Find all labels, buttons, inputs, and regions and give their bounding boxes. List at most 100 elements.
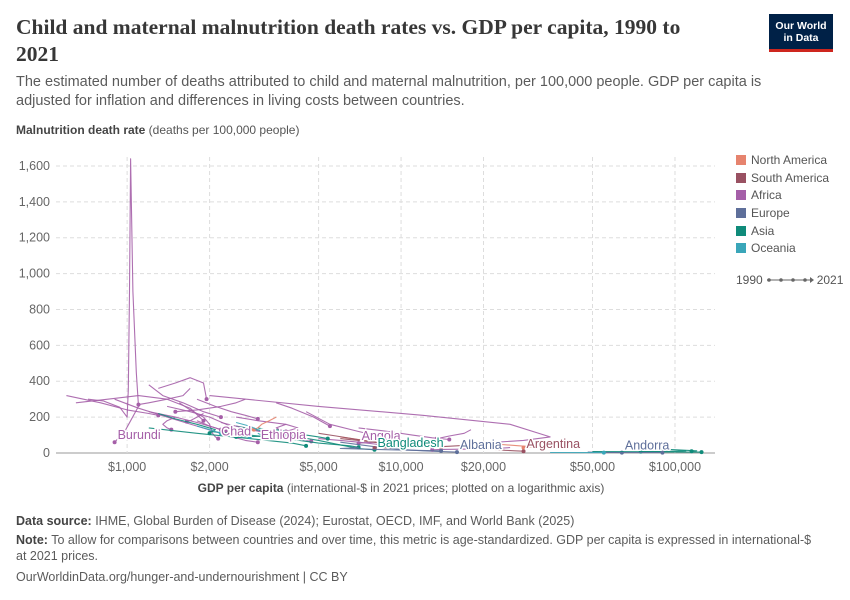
x-tick-label: $10,000 [378,460,423,474]
series-endpoint-vanuatu[interactable] [270,436,275,441]
series-endpoint-niger[interactable] [201,418,206,423]
series-line-mali[interactable] [166,405,237,432]
x-tick-label: $1,000 [108,460,146,474]
y-axis-title-bold: Malnutrition death rate [16,123,146,137]
series-line-botswana[interactable] [358,427,450,441]
series-line-central-african-republic[interactable] [158,377,208,400]
series-line-papua-new-guinea[interactable] [235,421,283,436]
legend-swatch [736,225,746,236]
series-endpoint-chad[interactable] [216,436,221,441]
x-tick-label: $20,000 [461,460,506,474]
series-endpoint-myanmar[interactable] [304,443,309,448]
logo-line-2: in Data [783,32,819,44]
series-line-somalia[interactable] [138,388,191,406]
series-label-argentina: Argentina [527,437,581,451]
series-label-bangladesh: Bangladesh [378,436,444,450]
series-endpoint-south-sudan[interactable] [173,409,178,414]
y-tick-label: 1,600 [19,159,50,173]
y-tick-label: 0 [43,446,50,460]
series-line-eritrea[interactable] [186,413,204,423]
series-endpoint-singapore[interactable] [699,450,704,455]
series-endpoint-central-african-republic[interactable] [204,397,209,402]
y-tick-label: 400 [29,374,50,388]
series-endpoint-botswana[interactable] [447,437,452,442]
series-endpoint-trinidad-and-tobago[interactable] [521,445,526,450]
legend-label: North America [751,152,828,167]
series-line-burkina-faso[interactable] [148,411,227,433]
note-label: Note: [16,533,48,547]
series-label-burundi: Burundi [118,428,161,442]
series-label-andorra: Andorra [625,439,670,453]
series-endpoint-albania[interactable] [454,450,459,455]
series-line-kiribati[interactable] [196,425,222,434]
timeline-legend[interactable]: 1990 2021 [736,273,843,287]
legend-item-north-america[interactable]: North America [736,151,829,169]
y-tick-label: 1,200 [19,231,50,245]
legend-label: South America [751,170,830,185]
footer-url[interactable]: OurWorldinData.org/hunger-and-undernouri… [16,570,348,584]
data-source: Data source: IHME, Global Burden of Dise… [16,513,574,529]
series-endpoint-argentina[interactable] [521,449,526,454]
series-line-nigeria[interactable] [276,402,331,427]
series-endpoint-burundi[interactable] [112,440,117,445]
series-label-ethiopia: Ethiopia [261,428,306,442]
legend-label: Africa [751,188,782,203]
series-line-vanuatu[interactable] [257,432,273,440]
series-line-moldova[interactable] [339,447,442,452]
series-line-mozambique[interactable] [66,395,159,416]
legend-label: Europe [751,205,790,220]
series-line-haiti[interactable] [253,416,277,431]
series-endpoint-somalia[interactable] [136,402,141,407]
x-tick-label: $5,000 [299,460,337,474]
legend: North America South America Africa Europe As… [736,151,829,257]
series-line-guinea[interactable] [196,398,258,420]
chart-subtitle: The estimated number of deaths attribute… [16,74,762,109]
series-endpoint-ethiopia[interactable] [255,440,260,445]
series-line-sierra-leone[interactable] [148,384,222,418]
series-line-qatar[interactable] [648,447,698,452]
legend-item-europe[interactable]: Europe [736,204,829,222]
legend-item-asia[interactable]: Asia [736,222,829,240]
owid-logo[interactable]: Our World in Data [769,14,833,52]
series-line-pakistan[interactable] [276,429,328,440]
series-line-burundi[interactable] [87,158,140,443]
legend-item-oceania[interactable]: Oceania [736,239,829,257]
series-line-equatorial-guinea[interactable] [209,395,551,444]
series-line-chad[interactable] [178,402,219,440]
legend-swatch [736,243,746,254]
series-label-albania: Albania [460,438,502,452]
series-endpoint-cameroon[interactable] [298,434,303,439]
series-endpoint-sierra-leone[interactable] [218,415,223,420]
y-tick-label: 800 [29,302,50,316]
series-endpoint-australia[interactable] [601,450,606,455]
series-line-south-sudan[interactable] [175,398,246,413]
series-line-peru[interactable] [340,438,442,449]
series-line-trinidad-and-tobago[interactable] [470,441,533,449]
series-endpoint-norway[interactable] [660,450,665,455]
data-source-label: Data source: [16,514,92,528]
series-endpoint-peru[interactable] [439,445,444,450]
series-line-cameroon[interactable] [275,423,301,438]
legend-item-south-america[interactable]: South America [736,169,829,187]
series-endpoint-nigeria[interactable] [327,424,332,429]
series-line-morocco[interactable] [318,438,382,446]
series-endpoint-kiribati[interactable] [218,431,223,436]
series-line-solomon-islands[interactable] [226,427,250,438]
series-line-benin[interactable] [220,421,277,435]
series-endpoint-pakistan[interactable] [325,436,330,441]
series-endpoint-moldova[interactable] [439,448,444,453]
timeline-arrow-icon [766,277,814,283]
series-endpoint-guinea[interactable] [255,416,260,421]
series-endpoint-papua-new-guinea[interactable] [280,433,285,438]
chart-note: Note: To allow for comparisons between c… [16,532,816,564]
series-line-madagascar[interactable] [162,416,176,431]
data-source-text[interactable]: IHME, Global Burden of Disease (2024); E… [91,514,575,528]
timeline-end-label: 2021 [816,273,844,287]
legend-item-africa[interactable]: Africa [736,186,829,204]
series-endpoint-solomon-islands[interactable] [247,434,252,439]
series-endpoint-india[interactable] [356,445,361,450]
series-line-libya[interactable] [432,447,511,451]
y-axis-ticks: 0 200 400 600 800 1,000 1,200 1,400 1,600 [19,159,50,460]
x-axis-title-bold: GDP per capita [198,481,284,495]
